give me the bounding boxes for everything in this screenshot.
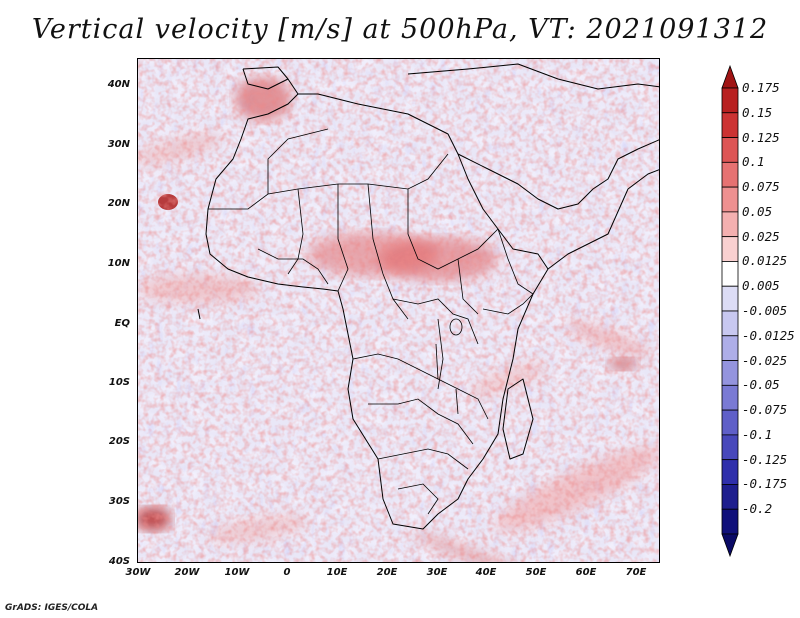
lon-label-0: 0: [283, 567, 291, 578]
lat-label-40n: 40N: [107, 79, 130, 90]
colorbar-label: -0.125: [742, 451, 788, 467]
credit-text: GrADS: IGES/COLA: [5, 603, 99, 613]
colorbar-label: -0.075: [742, 402, 788, 418]
colorbar-segment: [721, 161, 739, 188]
lon-label-50e: 50E: [525, 567, 547, 578]
colorbar-label: 0.005: [742, 278, 780, 294]
colorbar-segment: [721, 484, 739, 510]
colorbar-label: 0.15: [742, 104, 773, 120]
map-title: Vertical velocity [m/s] at 500hPa, VT: 2…: [31, 14, 769, 45]
lat-label-40s: 40S: [108, 556, 130, 567]
colorbar-segment: [721, 261, 739, 287]
map-panel: [137, 58, 660, 563]
colorbar-label: -0.05: [742, 377, 780, 393]
colorbar-label: 0.1: [742, 154, 765, 170]
colorbar-segment: [721, 186, 739, 213]
lat-label-30n: 30N: [107, 139, 130, 150]
colorbar-segment: [721, 335, 739, 361]
lat-label-30s: 30S: [108, 496, 130, 507]
colorbar-segment: [721, 236, 739, 262]
lon-label-40e: 40E: [475, 567, 497, 578]
colorbar-label: -0.2: [742, 501, 773, 517]
lon-label-10w: 10W: [224, 567, 250, 578]
colorbar-segment: [721, 310, 739, 337]
lon-label-30w: 30W: [125, 567, 151, 578]
colorbar-segment: [721, 434, 739, 461]
colorbar-segment: [721, 137, 739, 163]
colorbar-label: 0.05: [742, 203, 773, 219]
colorbar-segment: [721, 285, 739, 312]
colorbar-label: -0.0125: [742, 327, 795, 343]
coastlines: [197, 63, 659, 530]
colorbar-label: -0.025: [742, 352, 788, 368]
colorbar-segment: [721, 87, 739, 114]
lon-label-10e: 10E: [326, 567, 348, 578]
colorbar-label: 0.075: [742, 179, 780, 195]
colorbar-segment: [721, 409, 739, 436]
colorbar-segment: [721, 459, 739, 485]
colorbar-segment: [721, 384, 739, 411]
vertical-velocity-map: [138, 59, 659, 562]
colorbar-segment: [721, 360, 739, 386]
lat-label-10s: 10S: [108, 377, 130, 388]
strong-ascent-regions: [138, 59, 659, 562]
lon-label-20w: 20W: [174, 567, 200, 578]
colorbar-label: 0.025: [742, 228, 780, 244]
lat-label-20s: 20S: [108, 436, 130, 447]
lon-label-70e: 70E: [625, 567, 647, 578]
colorbar-label: -0.1: [742, 426, 773, 442]
country-borders: [208, 128, 534, 515]
lat-label-eq: EQ: [114, 318, 130, 329]
colorbar-label: 0.125: [742, 129, 780, 145]
colorbar-label: 0.0125: [742, 253, 788, 269]
lakes: [435, 318, 463, 415]
colorbar-label: -0.175: [742, 476, 788, 492]
lon-label-60e: 60E: [575, 567, 597, 578]
colorbar: [721, 64, 739, 558]
colorbar-label: -0.005: [742, 303, 788, 318]
lon-label-20e: 20E: [376, 567, 398, 578]
colorbar-top-triangle: [721, 64, 739, 89]
colorbar-bottom-triangle: [721, 533, 739, 558]
colorbar-segment: [721, 112, 739, 138]
colorbar-segment: [721, 508, 739, 535]
colorbar-segment: [721, 211, 739, 238]
lat-label-10n: 10N: [107, 258, 130, 269]
lon-label-30e: 30E: [426, 567, 448, 578]
colorbar-label: 0.175: [742, 80, 780, 95]
lat-label-20n: 20N: [107, 198, 130, 209]
